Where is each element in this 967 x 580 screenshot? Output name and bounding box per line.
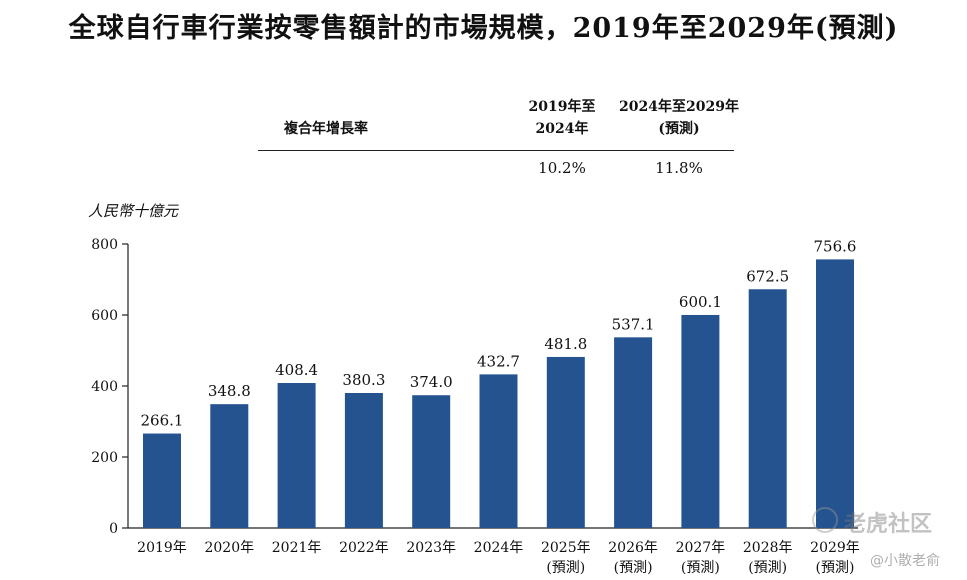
x-tick-label: (預測) <box>681 560 720 576</box>
bar-value-label: 481.8 <box>544 335 587 353</box>
x-tick-label: 2026年 <box>608 540 658 556</box>
tiger-logo-icon <box>812 507 838 533</box>
x-tick-label: 2023年 <box>406 540 456 556</box>
bar <box>210 404 249 528</box>
bar <box>748 289 787 528</box>
cagr-header-line2: 2024年 <box>535 121 589 137</box>
cagr-header-2024-2029: 2024年至2029年 (預測) <box>614 96 744 140</box>
cagr-divider <box>258 150 734 151</box>
x-tick-label: 2028年 <box>743 540 793 556</box>
x-tick-label: 2025年 <box>541 540 591 556</box>
x-tick-label: 2027年 <box>676 540 726 556</box>
cagr-header-2019-2024: 2019年至 2024年 <box>497 96 627 140</box>
y-tick-label: 200 <box>91 450 118 466</box>
y-tick-label: 800 <box>91 237 118 253</box>
cagr-value-2024-2029: 11.8% <box>655 159 703 177</box>
watermark-brand: 老虎社区 <box>844 512 933 537</box>
bar-value-label: 432.7 <box>477 352 520 370</box>
y-axis-unit-label: 人民幣十億元 <box>88 202 179 220</box>
y-tick-label: 0 <box>109 521 118 537</box>
bar <box>412 395 451 528</box>
bar <box>681 314 720 528</box>
cagr-header-line1: 2019年至 <box>528 99 596 115</box>
x-tick-label: 2019年 <box>137 540 187 556</box>
cagr-row-label: 複合年增長率 <box>284 121 368 137</box>
bar <box>143 433 181 528</box>
x-tick-label: 2022年 <box>339 540 389 556</box>
bar-value-label: 672.5 <box>746 267 789 285</box>
bar <box>344 392 383 528</box>
x-tick-label: 2020年 <box>204 540 254 556</box>
x-tick-label: 2029年 <box>810 540 860 556</box>
cagr-header-line1: 2024年至2029年 <box>619 99 739 115</box>
watermark-author: @小散老俞 <box>870 553 940 569</box>
bar-value-label: 756.6 <box>814 237 857 255</box>
bar-value-label: 380.3 <box>342 371 385 389</box>
y-tick-label: 600 <box>91 308 118 324</box>
bar <box>816 259 854 528</box>
bar-value-label: 408.4 <box>275 361 318 379</box>
bar-value-label: 348.8 <box>208 382 251 400</box>
x-tick-label: (預測) <box>546 560 585 576</box>
cagr-header-line2: (預測) <box>658 121 700 137</box>
bar-value-label: 266.1 <box>141 412 184 430</box>
y-tick-label: 400 <box>91 379 118 395</box>
x-tick-label: 2021年 <box>272 540 322 556</box>
cagr-value-2019-2024: 10.2% <box>538 159 586 177</box>
bar <box>546 356 585 528</box>
bar-value-label: 374.0 <box>410 373 453 391</box>
bar <box>479 374 518 528</box>
x-tick-label: (預測) <box>614 560 653 576</box>
bar-value-label: 537.1 <box>612 315 655 333</box>
bar <box>614 337 653 528</box>
x-tick-label: 2024年 <box>474 540 524 556</box>
bar <box>277 383 316 528</box>
x-tick-label: (預測) <box>748 560 787 576</box>
chart-title: 全球自行車行業按零售額計的市場規模，2019年至2029年(預測) <box>68 13 899 44</box>
x-tick-label: (預測) <box>816 560 855 576</box>
bar-value-label: 600.1 <box>679 293 722 311</box>
